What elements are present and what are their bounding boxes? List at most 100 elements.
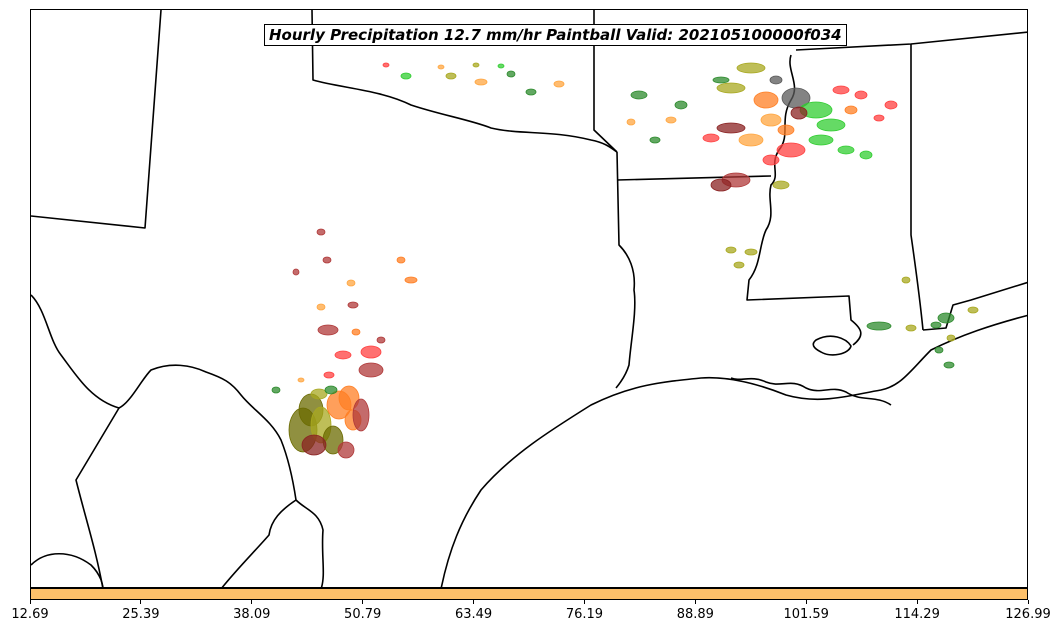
precip-blob — [716, 82, 746, 94]
precip-blob — [437, 64, 445, 70]
precip-blob — [808, 134, 834, 146]
precip-blob — [777, 124, 795, 136]
louisiana-coast — [730, 377, 892, 406]
precip-blob — [334, 350, 352, 360]
precip-blob — [930, 321, 942, 329]
colorbar-tick — [694, 600, 696, 604]
precip-blob — [769, 75, 783, 85]
lake-pontchartrain — [812, 335, 852, 356]
precip-blob — [626, 118, 636, 126]
precip-blob — [316, 228, 326, 236]
precip-blob — [317, 324, 339, 336]
colorbar-tick — [583, 600, 585, 604]
precip-blob — [772, 180, 790, 190]
colorbar-tick-label: 101.59 — [783, 607, 829, 622]
precip-blob — [674, 100, 688, 110]
precip-blob — [316, 303, 326, 311]
precip-blob — [873, 114, 885, 122]
colorbar-tick-label: 38.09 — [233, 607, 271, 622]
precip-blob — [474, 78, 488, 86]
colorbar-tick — [29, 600, 31, 604]
precip-blob — [866, 321, 892, 331]
colorbar-tick-label: 88.89 — [676, 607, 714, 622]
precip-blob — [816, 118, 846, 132]
precip-blob — [776, 142, 806, 158]
colorbar-tick — [916, 600, 918, 604]
ms-al-border — [910, 44, 924, 331]
precip-blob — [738, 133, 764, 147]
colorbar-tick — [473, 600, 475, 604]
rio-grande — [31, 294, 325, 587]
precip-blob — [859, 150, 873, 160]
precipitation-blobs — [271, 62, 979, 459]
precip-blob — [837, 145, 855, 155]
colorbar-tick — [251, 600, 253, 604]
precip-blob — [934, 346, 944, 354]
precip-blob — [404, 276, 418, 284]
colorbar-tick-label: 114.29 — [894, 607, 940, 622]
precip-blob — [338, 385, 360, 411]
precip-blob — [946, 334, 956, 342]
precip-blob — [382, 62, 390, 68]
mexico-state-line-1 — [75, 407, 120, 587]
mexico-state-line-3 — [31, 553, 104, 587]
precip-blob — [630, 90, 648, 100]
colorbar-tick-label: 63.49 — [454, 607, 493, 622]
colorbar-tick-label: 76.19 — [565, 607, 604, 622]
colorbar-tick-label: 126.99 — [1005, 607, 1051, 622]
precip-blob — [506, 70, 516, 78]
map-panel: Hourly Precipitation 12.7 mm/hr Paintbal… — [30, 9, 1028, 588]
precip-blob — [497, 63, 505, 69]
precip-blob — [665, 116, 677, 124]
precip-blob — [271, 386, 281, 394]
precip-blob — [937, 312, 955, 324]
tx-ok-border — [311, 10, 618, 153]
precip-blob — [347, 301, 359, 309]
precip-blob — [525, 88, 537, 96]
precip-blob — [396, 256, 406, 264]
colorbar-tick — [805, 600, 807, 604]
precip-blob — [360, 345, 382, 359]
precip-blob — [301, 434, 327, 456]
precip-blob — [832, 85, 850, 95]
ok-ar-border — [593, 10, 618, 153]
colorbar-tick-label: 25.39 — [122, 607, 160, 622]
precip-blob — [649, 136, 661, 144]
precip-blob — [322, 256, 332, 264]
precip-blob — [445, 72, 457, 80]
precip-blob — [744, 248, 758, 256]
map-canvas — [31, 10, 1027, 587]
nm-tx-border — [31, 10, 162, 229]
precip-blob — [901, 276, 911, 284]
precip-blob — [790, 106, 808, 120]
precip-blob — [725, 246, 737, 254]
precip-blob — [400, 72, 412, 80]
colorbar-tick — [1027, 600, 1029, 604]
precip-blob — [762, 154, 780, 166]
precip-blob — [346, 279, 356, 287]
precip-blob — [753, 91, 779, 109]
precip-blob — [710, 178, 732, 192]
colorbar — [30, 588, 1028, 600]
tx-la-border — [615, 151, 636, 389]
colorbar-tick — [362, 600, 364, 604]
precip-blob — [712, 76, 730, 84]
precip-blob — [297, 377, 305, 383]
precip-blob — [376, 336, 386, 344]
precip-blob — [323, 371, 335, 379]
gulf-coastline — [440, 314, 1027, 587]
precip-blob — [884, 100, 898, 110]
mexico-state-line-2 — [221, 499, 297, 587]
precip-blob — [553, 80, 565, 88]
precip-blob — [337, 441, 355, 459]
precip-blob — [292, 268, 300, 276]
precip-blob — [760, 113, 782, 127]
precip-blob — [472, 62, 480, 68]
colorbar-tick — [140, 600, 142, 604]
precip-blob — [351, 328, 361, 336]
state-boundaries — [31, 10, 1027, 587]
colorbar-tick-label: 12.69 — [11, 607, 49, 622]
precip-blob — [854, 90, 868, 100]
precip-blob — [943, 361, 955, 369]
precip-blob — [358, 362, 384, 378]
